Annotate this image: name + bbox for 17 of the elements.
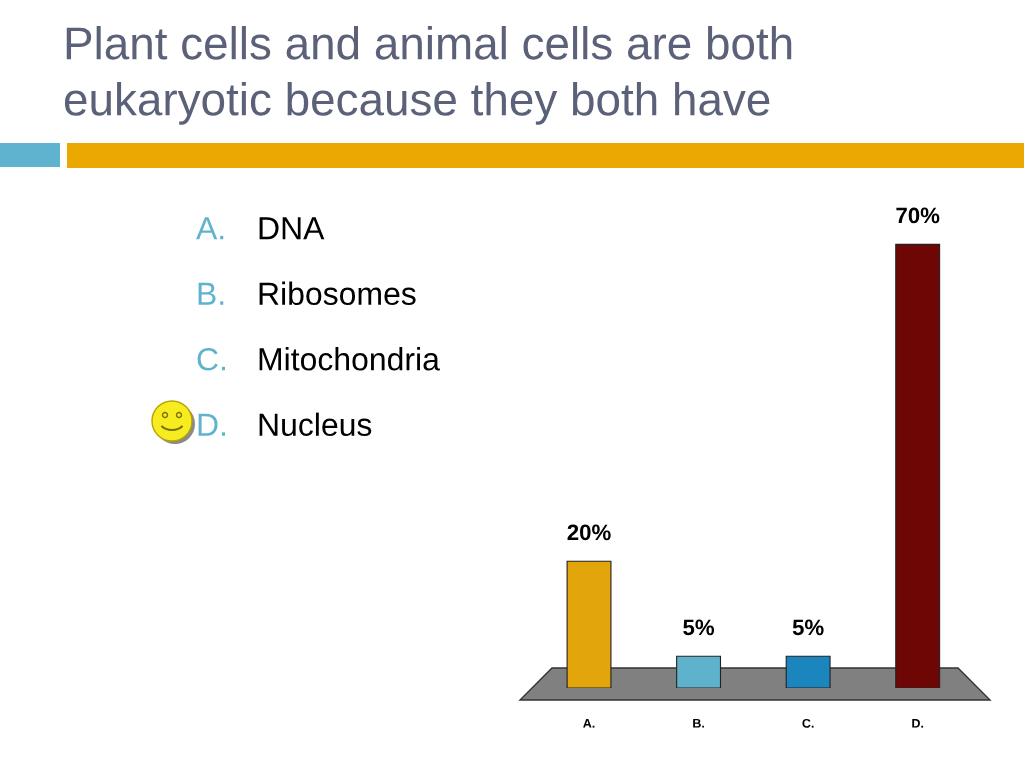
text: A. [196, 217, 224, 240]
x-tick-label: B. [693, 719, 704, 728]
x-tick-label: A. [583, 719, 595, 728]
chart-title: Plant cells and animal cells are both eukaryotic because they both have [64, 26, 792, 125]
x-tick-label: C. [802, 718, 814, 728]
text: D. [198, 413, 226, 436]
data-label: 20% [567, 524, 611, 541]
data-label: 5% [683, 619, 715, 636]
text: Ribosomes [259, 281, 416, 306]
x-tick-label: D. [912, 719, 924, 728]
data-label: 5% [792, 619, 824, 636]
text: Nucleus [259, 412, 372, 437]
text: C. [197, 347, 226, 371]
text: Mitochondria [259, 347, 440, 371]
data-label: 70% [896, 207, 940, 224]
text: DNA [259, 217, 325, 240]
text: B. [198, 282, 224, 305]
